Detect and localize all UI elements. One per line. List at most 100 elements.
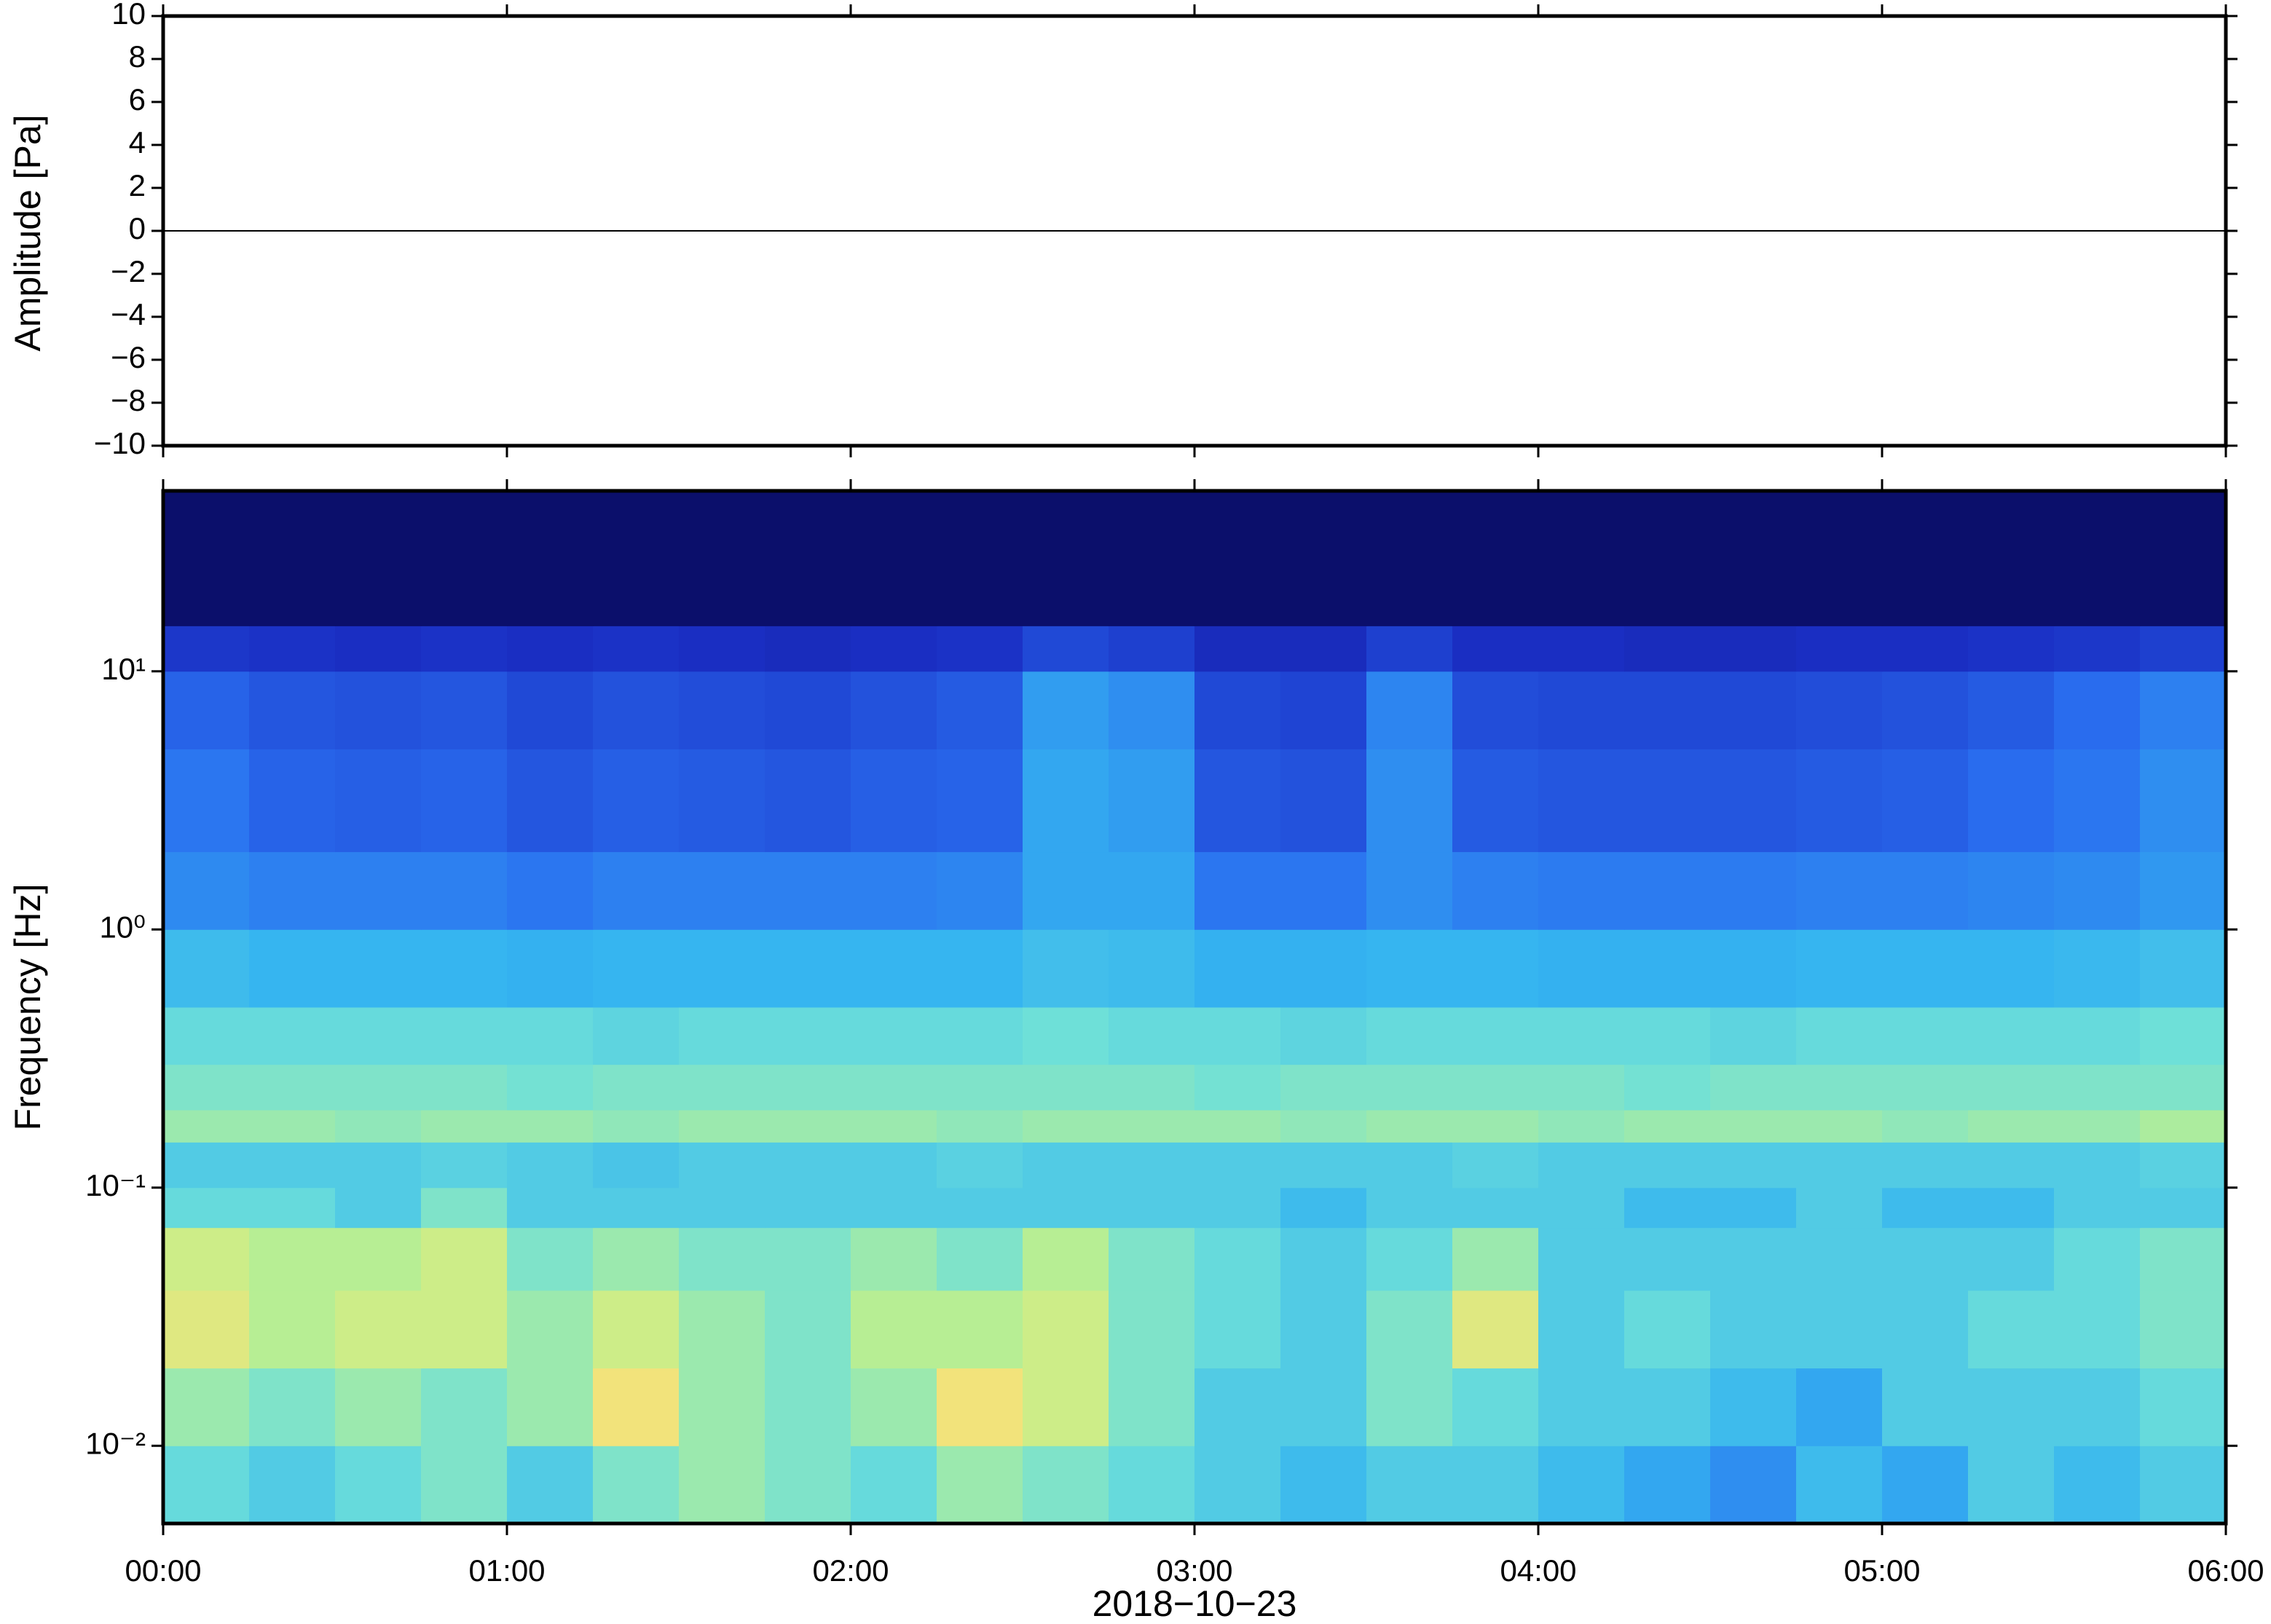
spectrogram-cell <box>1366 1007 1453 1065</box>
spectrogram-cell <box>593 626 680 672</box>
spectrogram-cell <box>1968 1368 2055 1446</box>
x-tick-label: 00:00 <box>125 1553 201 1588</box>
spectrogram-cell <box>1109 1187 1195 1229</box>
spectrogram-cell <box>851 1227 937 1291</box>
spectrogram-cell <box>2054 626 2141 672</box>
spectrogram-cell <box>679 1446 765 1524</box>
spectrogram-cell <box>1624 1227 1711 1291</box>
spectrogram-cell <box>1194 1064 1281 1111</box>
spectrogram-cell <box>1968 1227 2055 1291</box>
y-tick-label: −2 <box>111 254 146 288</box>
spectrogram-cell <box>2054 1368 2141 1446</box>
spectrogram-cell <box>163 1142 250 1189</box>
spectrogram-cell <box>1968 929 2055 1008</box>
y-tick-label: 10¹ <box>101 652 146 686</box>
spectrogram-cell <box>249 1007 336 1065</box>
spectrogram-cell <box>1023 1368 1109 1446</box>
spectrogram-cell <box>335 1110 422 1143</box>
spectrogram-cell <box>937 749 1023 853</box>
spectrogram-cell <box>1023 1007 1109 1065</box>
spectrogram-cell <box>1366 1142 1453 1189</box>
spectrogram-cell <box>1280 851 1367 930</box>
spectrogram-cell <box>1882 851 1969 930</box>
spectrogram-cell <box>1796 671 1883 749</box>
spectrogram-cell <box>1968 749 2055 853</box>
spectrogram-cell <box>937 626 1023 672</box>
spectrogram-cell <box>1194 749 1281 853</box>
spectrogram-cell <box>1796 1227 1883 1291</box>
spectrogram-cell <box>1109 929 1195 1008</box>
spectrogram-cell <box>1280 749 1367 853</box>
spectrogram-cell <box>335 1142 422 1189</box>
spectrogram-cell <box>1968 1110 2055 1143</box>
spectrogram-cell <box>593 851 680 930</box>
spectrogram-cell <box>593 1446 680 1524</box>
spectrogram-cell <box>507 491 594 626</box>
spectrogram-cell <box>1796 1290 1883 1369</box>
spectrogram-cell <box>249 491 336 626</box>
spectrogram-cell <box>851 1368 937 1446</box>
spectrogram-cell <box>1109 1446 1195 1524</box>
spectrogram-cell <box>507 1187 594 1229</box>
spectrogram-cell <box>1710 1368 1797 1446</box>
spectrogram-cell <box>1624 491 1711 626</box>
spectrogram-cell <box>1194 1446 1281 1524</box>
spectrogram-cell <box>851 851 937 930</box>
x-tick-label: 03:00 <box>1156 1553 1232 1588</box>
spectrogram-cell <box>249 1064 336 1111</box>
spectrogram-cell <box>937 851 1023 930</box>
spectrogram-cell <box>851 626 937 672</box>
spectrogram-cell <box>249 1290 336 1369</box>
x-axis-label: 2018−10−23 <box>1093 1583 1297 1624</box>
spectrogram-cell <box>2140 1187 2227 1229</box>
spectrogram-cell <box>1882 1227 1969 1291</box>
spectrogram-cell <box>1710 929 1797 1008</box>
spectrogram-cell <box>851 929 937 1008</box>
spectrogram-cell <box>851 1187 937 1229</box>
x-tick-label: 02:00 <box>812 1553 889 1588</box>
spectrogram-cell <box>1968 1446 2055 1524</box>
spectrogram-cell <box>1538 1446 1625 1524</box>
spectrogram-cell <box>249 626 336 672</box>
spectrogram-cell <box>1366 671 1453 749</box>
y-tick-label: 6 <box>129 82 146 117</box>
spectrogram-cell <box>2054 1142 2141 1189</box>
spectrogram-cell <box>1624 851 1711 930</box>
spectrogram-cell <box>1194 491 1281 626</box>
spectrogram-cell <box>1796 626 1883 672</box>
spectrogram-cell <box>507 1368 594 1446</box>
spectrogram-cell <box>507 851 594 930</box>
spectrogram-cell <box>593 1064 680 1111</box>
spectrogram-cell <box>937 1446 1023 1524</box>
y-axis-label: Frequency [Hz] <box>7 883 48 1130</box>
spectrogram-cell <box>1452 671 1539 749</box>
spectrogram-cell <box>421 491 508 626</box>
spectrogram-cell <box>593 1187 680 1229</box>
spectrogram-cell <box>249 749 336 853</box>
spectrogram-cell <box>1280 491 1367 626</box>
spectrogram-cell <box>335 491 422 626</box>
spectrogram-cell <box>1882 1064 1969 1111</box>
spectrogram-cell <box>593 1007 680 1065</box>
spectrogram-cell <box>1109 1064 1195 1111</box>
spectrogram-cell <box>2140 1290 2227 1369</box>
spectrogram-cell <box>2054 1064 2141 1111</box>
spectrogram-cell <box>1452 1187 1539 1229</box>
spectrogram-cell <box>421 671 508 749</box>
spectrogram-cell <box>421 1064 508 1111</box>
spectrogram-cell <box>2054 491 2141 626</box>
spectrogram-cell <box>1023 671 1109 749</box>
spectrogram-cell <box>679 1064 765 1111</box>
spectrogram-cell <box>679 1110 765 1143</box>
spectrogram-cell <box>593 749 680 853</box>
spectrogram-cell <box>1194 671 1281 749</box>
spectrogram-cell <box>1968 671 2055 749</box>
spectrogram-cell <box>1366 1227 1453 1291</box>
spectrogram-cell <box>679 749 765 853</box>
spectrogram-cell <box>1280 1142 1367 1189</box>
spectrogram-cell <box>1109 671 1195 749</box>
spectrogram-cell <box>163 1290 250 1369</box>
spectrogram-cell <box>507 1064 594 1111</box>
spectrogram-cell <box>1796 749 1883 853</box>
spectrogram-cell <box>2140 1227 2227 1291</box>
